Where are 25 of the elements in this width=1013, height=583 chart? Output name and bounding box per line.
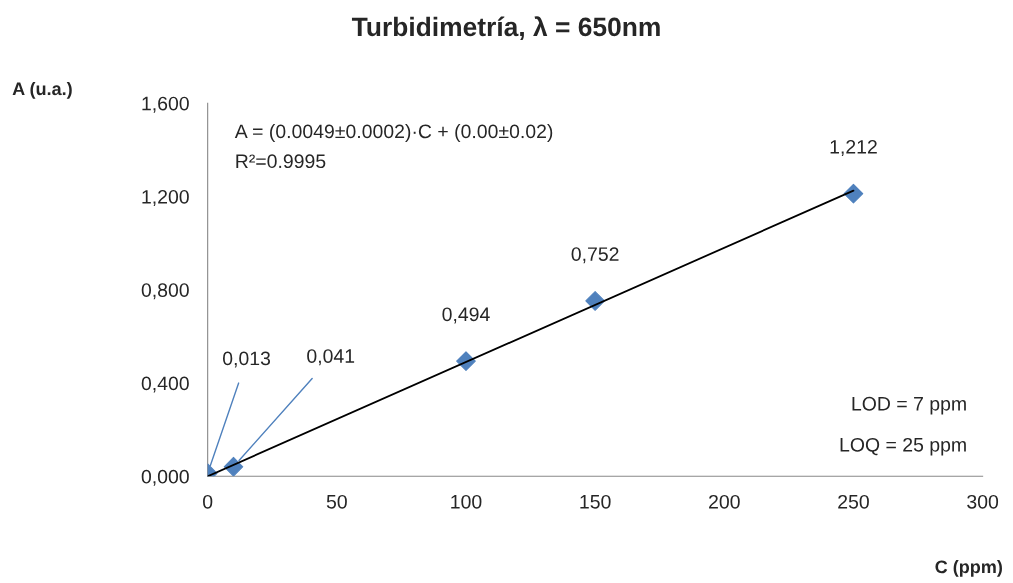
x-tick-label: 150 [580,494,611,509]
y-tick-label: 1,600 [142,96,189,113]
data-label: 0,494 [442,307,490,324]
data-label: 1,212 [830,139,877,157]
y-tick-label: 0,400 [141,376,189,393]
point [843,183,864,204]
x-tick-label: 100 [451,494,482,509]
y-axis-title: A (u.a.) [12,81,72,99]
y-tick-label: 1,200 [142,189,189,206]
data-label: 0,041 [307,349,355,366]
y-tick-label: 0,000 [141,469,189,486]
y-tick-label: 0,800 [141,283,189,300]
chart-title: Turbidimetría, λ = 650nm [351,16,660,41]
x-tick-label: 250 [838,494,869,509]
annotation: R²=0.9995 [236,154,326,169]
x-tick-label: 200 [709,494,740,509]
x-axis-title: C (ppm) [935,560,1002,577]
x-tick-label: 0 [203,494,213,509]
data-label: 0,752 [571,247,619,264]
x-tick-label: 50 [326,494,347,509]
annotation: LOQ = 25 ppm [840,437,966,456]
annotation: LOD = 7 ppm [852,396,966,415]
x-tick-label: 300 [967,494,999,509]
annotation: A = (0.0049±0.0002)·C + (0.00±0.02) [234,123,553,143]
data-label: 0,013 [222,351,271,368]
